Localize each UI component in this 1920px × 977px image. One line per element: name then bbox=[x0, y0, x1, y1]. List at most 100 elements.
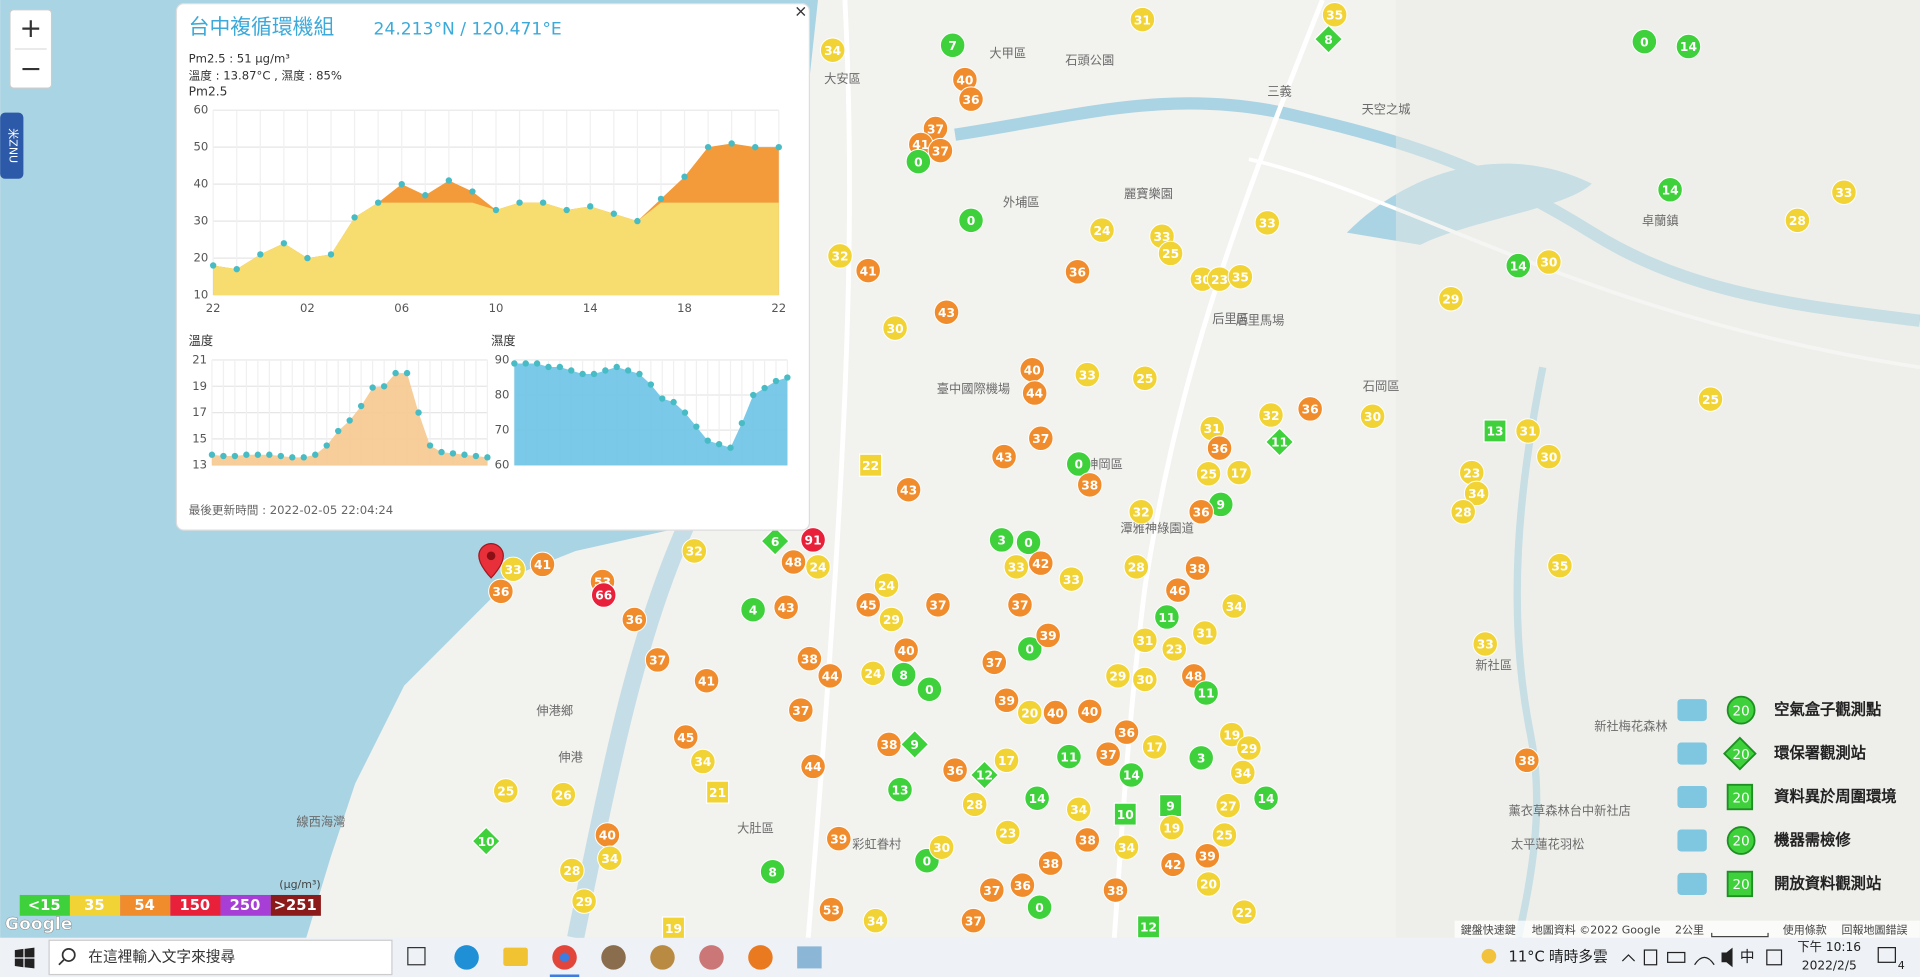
station-marker[interactable]: 32 bbox=[827, 243, 853, 269]
station-marker[interactable]: 9 bbox=[899, 729, 930, 760]
station-marker[interactable]: 30 bbox=[1536, 443, 1562, 470]
station-marker[interactable]: 10 bbox=[1113, 802, 1137, 826]
station-marker[interactable]: 32 bbox=[1128, 499, 1154, 525]
station-marker[interactable]: 39 bbox=[1194, 843, 1221, 869]
app[interactable] bbox=[699, 945, 724, 970]
station-marker[interactable]: 14 bbox=[1657, 177, 1683, 203]
station-marker[interactable]: 33 bbox=[500, 556, 526, 583]
station-marker[interactable]: 43 bbox=[991, 443, 1017, 470]
station-marker[interactable]: 24 bbox=[1089, 217, 1115, 243]
station-marker[interactable]: 8 bbox=[759, 858, 786, 885]
station-marker[interactable]: 0 bbox=[905, 148, 932, 175]
station-marker[interactable]: 35 bbox=[1227, 263, 1254, 290]
station-marker[interactable]: 29 bbox=[1105, 663, 1131, 689]
station-marker[interactable]: 12 bbox=[969, 760, 1000, 790]
station-marker[interactable]: 66 bbox=[590, 582, 617, 608]
zoom-out[interactable]: − bbox=[19, 53, 42, 84]
station-marker[interactable]: 14 bbox=[1505, 252, 1532, 279]
station-marker[interactable]: 10 bbox=[471, 826, 501, 856]
station-marker[interactable]: 19 bbox=[1159, 814, 1185, 841]
station-marker[interactable]: 34 bbox=[1230, 759, 1256, 786]
notification-icon[interactable] bbox=[1877, 947, 1896, 963]
station-marker[interactable]: 30 bbox=[928, 834, 955, 860]
station-marker[interactable]: 36 bbox=[1009, 872, 1036, 898]
station-marker[interactable]: 38 bbox=[1077, 472, 1103, 498]
station-marker[interactable]: 31 bbox=[1132, 627, 1158, 654]
station-marker[interactable]: 14 bbox=[1675, 33, 1702, 60]
station-marker[interactable]: 31 bbox=[1192, 620, 1218, 646]
station-marker[interactable]: 4 bbox=[740, 596, 766, 623]
station-marker[interactable]: 33 bbox=[1254, 210, 1281, 236]
station-marker[interactable]: 38 bbox=[1184, 555, 1211, 581]
station-marker[interactable]: 37 bbox=[960, 907, 987, 934]
app-edge[interactable] bbox=[454, 945, 479, 970]
station-marker[interactable]: 36 bbox=[1206, 435, 1233, 461]
station-marker[interactable]: 36 bbox=[621, 606, 648, 633]
station-marker[interactable]: 27 bbox=[1215, 792, 1241, 819]
close-button[interactable]: × bbox=[794, 2, 807, 21]
station-marker[interactable]: 21 bbox=[705, 780, 730, 804]
station-marker[interactable]: 29 bbox=[1438, 285, 1464, 312]
station-marker[interactable]: 0 bbox=[916, 676, 943, 703]
station-marker[interactable]: 34 bbox=[819, 37, 846, 63]
station-marker[interactable]: 36 bbox=[942, 757, 968, 783]
station-marker[interactable]: 28 bbox=[961, 791, 988, 818]
station-marker[interactable]: 28 bbox=[1784, 207, 1811, 234]
station-marker[interactable]: 0 bbox=[958, 207, 984, 234]
station-marker[interactable]: 36 bbox=[488, 578, 514, 605]
station-marker[interactable]: 13 bbox=[1483, 419, 1507, 443]
station-marker[interactable]: 24 bbox=[873, 572, 900, 598]
station-marker[interactable]: 23 bbox=[995, 819, 1021, 846]
station-marker[interactable]: 38 bbox=[796, 645, 823, 672]
station-marker[interactable]: 38 bbox=[1514, 747, 1540, 774]
station-marker[interactable]: 40 bbox=[1019, 357, 1045, 383]
station-marker[interactable]: 37 bbox=[1095, 741, 1121, 767]
station-marker[interactable]: 37 bbox=[925, 592, 951, 618]
station-marker[interactable]: 31 bbox=[1515, 418, 1541, 444]
station-marker[interactable]: 30 bbox=[882, 315, 908, 341]
station-marker[interactable]: 44 bbox=[817, 663, 843, 689]
station-marker[interactable]: 43 bbox=[773, 594, 799, 620]
station-marker[interactable]: 37 bbox=[1028, 425, 1054, 452]
station-marker[interactable]: 25 bbox=[1157, 240, 1184, 267]
station-marker[interactable]: 3 bbox=[988, 527, 1015, 553]
station-marker[interactable]: 30 bbox=[1132, 666, 1158, 693]
station-marker[interactable]: 39 bbox=[993, 687, 1020, 714]
station-marker[interactable]: 48 bbox=[780, 549, 807, 575]
search-box[interactable] bbox=[48, 939, 393, 976]
station-marker[interactable]: 29 bbox=[571, 888, 597, 914]
station-marker[interactable]: 30 bbox=[1359, 403, 1386, 429]
station-marker[interactable]: 20 bbox=[1195, 871, 1222, 897]
station-marker[interactable]: 36 bbox=[958, 86, 984, 112]
station-marker[interactable]: 3 bbox=[1188, 745, 1214, 771]
station-marker[interactable]: 0 bbox=[1066, 451, 1092, 477]
station-marker[interactable]: 35 bbox=[1547, 552, 1573, 579]
start-button[interactable] bbox=[14, 947, 35, 969]
station-marker[interactable]: 22 bbox=[858, 453, 883, 477]
station-marker[interactable]: 17 bbox=[1141, 734, 1168, 760]
station-marker[interactable]: 32 bbox=[1258, 402, 1284, 428]
app-blender[interactable] bbox=[748, 945, 773, 970]
app[interactable] bbox=[650, 945, 675, 970]
station-marker[interactable]: 44 bbox=[800, 753, 826, 780]
attribution[interactable]: 鍵盤快速鍵 bbox=[1461, 922, 1516, 936]
station-marker[interactable]: 24 bbox=[860, 660, 886, 687]
ime[interactable]: 中 bbox=[1740, 948, 1755, 965]
station-marker[interactable]: 37 bbox=[979, 877, 1005, 903]
station-marker[interactable]: 34 bbox=[1066, 796, 1092, 823]
station-marker[interactable]: 9 bbox=[1208, 491, 1234, 518]
station-marker[interactable]: 46 bbox=[1165, 577, 1191, 603]
station-marker[interactable]: 91 bbox=[800, 527, 826, 553]
station-marker[interactable]: 31 bbox=[1199, 415, 1225, 442]
station-marker[interactable]: 6 bbox=[760, 526, 790, 556]
station-marker[interactable]: 34 bbox=[597, 845, 623, 871]
station-marker[interactable]: 25 bbox=[1697, 386, 1724, 412]
station-marker[interactable]: 19 bbox=[1219, 721, 1245, 748]
station-marker[interactable]: 11 bbox=[1264, 427, 1295, 457]
station-marker[interactable]: 40 bbox=[1077, 698, 1103, 725]
station-marker[interactable]: 20 bbox=[1017, 699, 1043, 726]
station-marker[interactable]: 13 bbox=[887, 776, 913, 803]
station-marker[interactable]: 43 bbox=[895, 476, 922, 503]
station-marker[interactable]: 9 bbox=[1158, 793, 1183, 818]
station-marker[interactable]: 25 bbox=[1132, 365, 1158, 392]
